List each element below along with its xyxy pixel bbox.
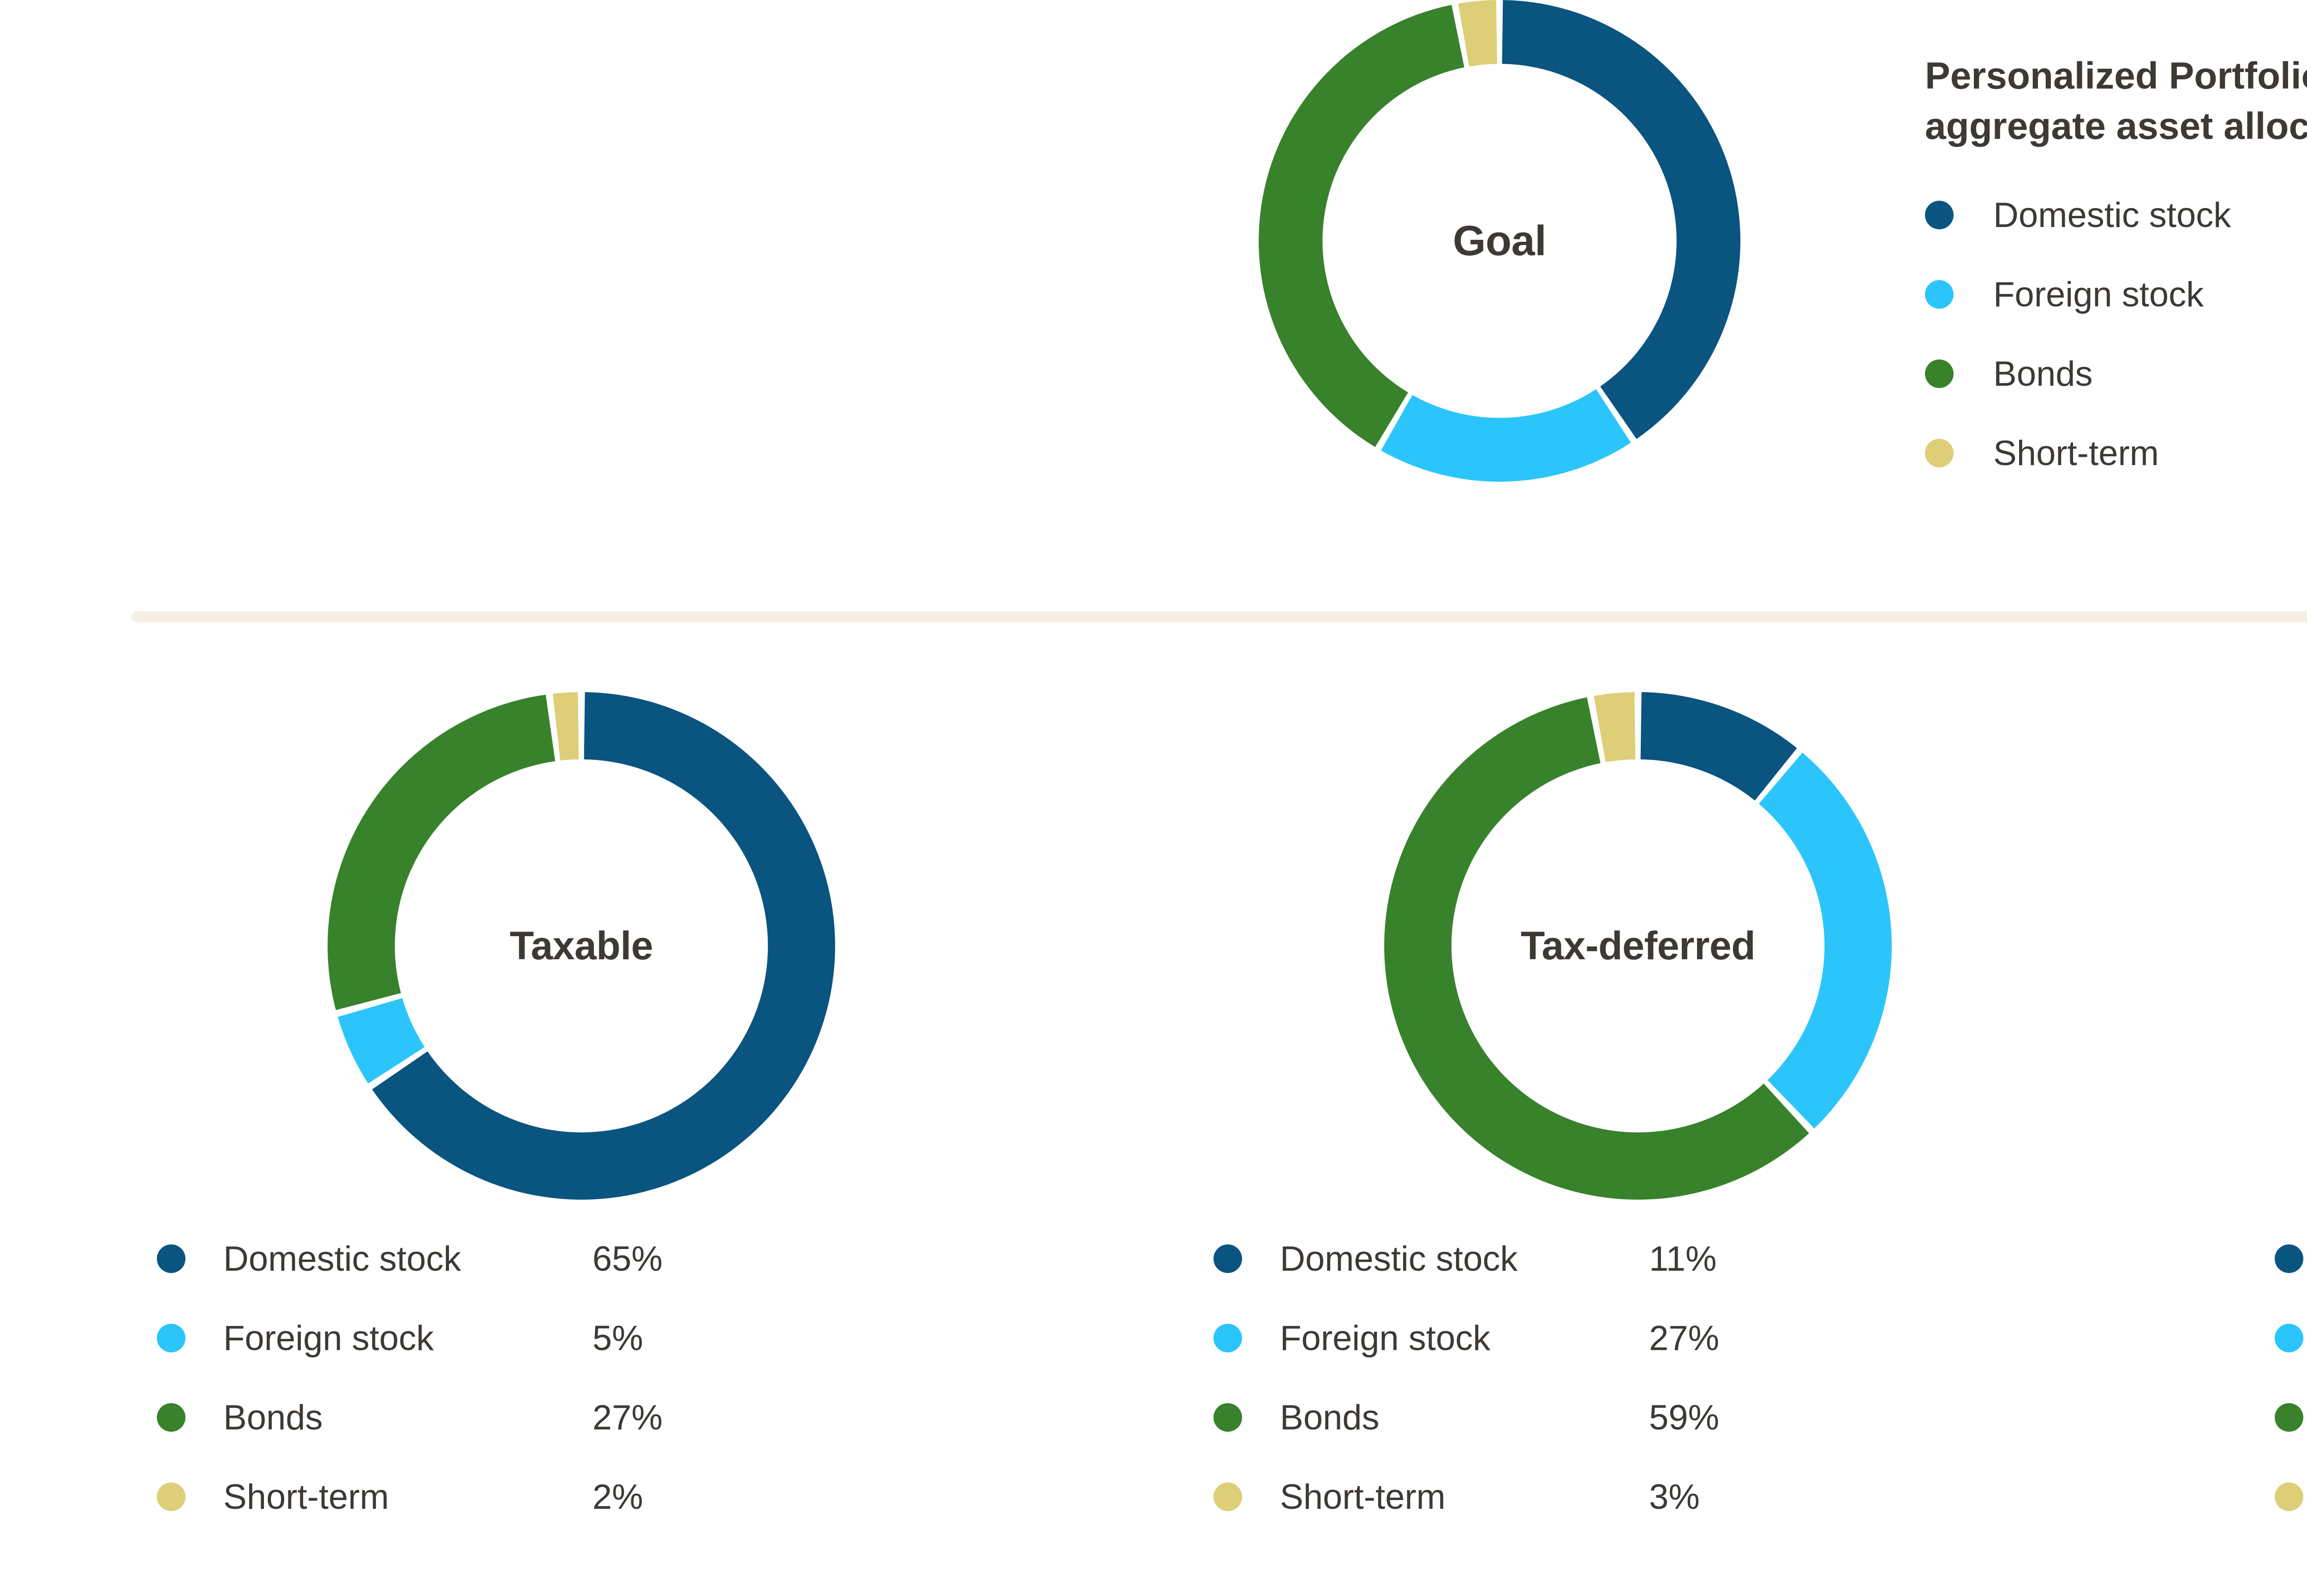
legend-swatch-foreign-stock-icon: [1925, 280, 1954, 309]
legend-row: Short-term 2%: [157, 1457, 1084, 1536]
donut-slice-foreign-stock: [337, 998, 425, 1084]
legend-swatch-short-term-icon: [157, 1482, 185, 1511]
legend-label: Short-term: [223, 1477, 389, 1517]
legend-label: Short-term: [1993, 433, 2159, 473]
legend-row: Foreign stock 27%: [1213, 1298, 2141, 1378]
donut-slice-bonds: [1384, 697, 1809, 1200]
legend-row: Bonds 27%: [157, 1378, 1084, 1457]
legend-value: 65%: [592, 1239, 663, 1279]
legend-value: 11%: [1649, 1239, 1717, 1279]
legend-label: Domestic stock: [223, 1239, 461, 1279]
donut-svg-goal: [1259, 0, 1740, 482]
legend-swatch-domestic-stock-icon: [2275, 1244, 2303, 1273]
legend-row: Foreign stock18%: [1925, 255, 2307, 334]
legend-label: Domestic stock: [1993, 195, 2231, 235]
legend-value: 5%: [592, 1318, 643, 1358]
legend-value: 27%: [1649, 1318, 1720, 1358]
legend-label: Bonds: [1280, 1398, 1380, 1437]
legend-swatch-short-term-icon: [1925, 439, 1954, 468]
legend-list-tax-deferred: Domestic stock 11% Foreign stock 27% Bonds 59…: [1135, 1219, 2141, 1536]
donut-svg-tax-deferred: [1384, 692, 1892, 1200]
tax-deferred-donut-chart: Tax-deferred: [1384, 692, 1892, 1200]
goal-legend-heading-line2: aggregate asset allocation: [1925, 105, 2307, 148]
goal-legend-heading: Personalized Portfolios aggregate asset …: [1925, 51, 2307, 151]
legend-label: Foreign stock: [1280, 1318, 1491, 1358]
goal-legend-heading-line1: Personalized Portfolios: [1925, 55, 2307, 97]
donut-slice-domestic-stock: [372, 692, 836, 1200]
taxable-donut-chart: Taxable: [328, 692, 836, 1200]
legend-row: Foreign stock 5%: [157, 1298, 1084, 1378]
legend-list-taxable: Domestic stock 65% Foreign stock 5% Bonds 27%…: [78, 1219, 1084, 1536]
legend-label: Domestic stock: [1280, 1239, 1518, 1279]
legend-value: 2%: [592, 1477, 643, 1517]
donut-slice-short-term: [1458, 0, 1497, 67]
donut-slice-bonds: [1259, 5, 1464, 447]
legend-row: Domestic stock41%: [1925, 175, 2307, 255]
legend-swatch-short-term-icon: [2275, 1482, 2303, 1511]
legend-label: Short-term: [1280, 1477, 1446, 1517]
account-column-tax-free: Tax-free Domestic stock38%Foreign stock4…: [2196, 692, 2307, 1536]
legend-value: 27%: [592, 1398, 663, 1437]
legend-row: Bonds 59%: [1213, 1378, 2141, 1457]
legend-swatch-foreign-stock-icon: [1213, 1324, 1242, 1352]
donut-slice-bonds: [328, 694, 556, 1010]
legend-swatch-bonds-icon: [2275, 1403, 2303, 1432]
donut-slice-short-term: [552, 692, 579, 761]
legend-swatch-foreign-stock-icon: [2275, 1324, 2303, 1352]
goal-donut-chart: Goal: [1259, 0, 1740, 482]
legend-swatch-bonds-icon: [1925, 359, 1954, 389]
section-divider: [131, 611, 2307, 622]
donut-slice-foreign-stock: [1759, 753, 1892, 1129]
legend-label: Foreign stock: [1993, 275, 2204, 314]
legend-row: Domestic stock 11%: [1213, 1219, 2141, 1298]
goal-legend-block: Personalized Portfolios aggregate asset …: [1925, 51, 2307, 493]
legend-row: Bonds19%: [2275, 1378, 2307, 1457]
donut-slice-foreign-stock: [1381, 389, 1631, 482]
donut-slice-short-term: [1594, 692, 1636, 762]
donut-ring-tax-deferred: Tax-deferred: [1384, 692, 1892, 1200]
legend-row: Foreign stock41%: [2275, 1298, 2307, 1378]
legend-row: Bonds39%: [1925, 334, 2307, 413]
goal-legend-list: Domestic stock41%Foreign stock18%Bonds39…: [1925, 175, 2307, 493]
account-column-taxable: Taxable Domestic stock 65% Foreign stock 5%…: [78, 692, 1084, 1536]
legend-swatch-domestic-stock-icon: [1213, 1244, 1242, 1273]
donut-ring-goal: Goal: [1259, 0, 1740, 482]
legend-row: Domestic stock 65%: [157, 1219, 1084, 1298]
donut-ring-taxable: Taxable: [328, 692, 836, 1200]
donut-slice-domestic-stock: [1640, 692, 1797, 801]
legend-swatch-foreign-stock-icon: [157, 1324, 185, 1352]
legend-swatch-domestic-stock-icon: [1925, 201, 1954, 230]
account-column-tax-deferred: Tax-deferred Domestic stock 11% Foreign st…: [1135, 692, 2141, 1536]
legend-value: 3%: [1649, 1477, 1700, 1517]
legend-swatch-bonds-icon: [157, 1403, 185, 1432]
legend-swatch-domestic-stock-icon: [157, 1244, 185, 1273]
legend-list-tax-free: Domestic stock38%Foreign stock41%Bonds19…: [2196, 1219, 2307, 1536]
legend-value: 59%: [1649, 1398, 1720, 1437]
legend-label: Bonds: [223, 1398, 323, 1437]
legend-row: Domestic stock38%: [2275, 1219, 2307, 1298]
legend-swatch-bonds-icon: [1213, 1403, 1242, 1432]
legend-swatch-short-term-icon: [1213, 1482, 1242, 1511]
donut-svg-taxable: [328, 692, 836, 1200]
legend-label: Foreign stock: [223, 1318, 434, 1358]
donut-slice-domestic-stock: [1502, 0, 1740, 439]
legend-row: Short-term 3%: [1213, 1457, 2141, 1536]
legend-label: Bonds: [1993, 354, 2093, 394]
